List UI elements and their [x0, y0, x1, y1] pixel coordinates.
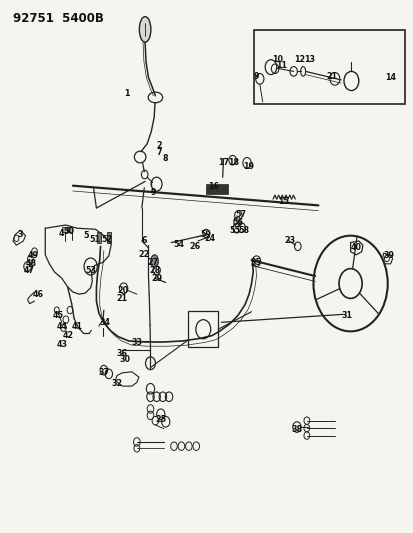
- Text: 19: 19: [242, 162, 253, 171]
- Text: 53: 53: [85, 266, 96, 275]
- Text: 1: 1: [123, 89, 129, 98]
- Text: 7: 7: [157, 148, 162, 157]
- Text: 15: 15: [277, 197, 288, 206]
- Text: 36: 36: [116, 349, 128, 358]
- Text: 37: 37: [98, 368, 109, 377]
- Text: 35: 35: [249, 258, 261, 266]
- Text: 18: 18: [228, 158, 239, 167]
- Ellipse shape: [139, 17, 150, 42]
- Bar: [107, 232, 111, 243]
- Text: 23: 23: [283, 237, 294, 246]
- Bar: [188, 311, 218, 348]
- Text: 40: 40: [350, 244, 361, 253]
- Text: 56: 56: [232, 219, 243, 228]
- Text: 52: 52: [101, 236, 112, 245]
- Text: 33: 33: [131, 338, 142, 347]
- Text: 28: 28: [150, 266, 161, 275]
- Text: 48: 48: [25, 259, 36, 268]
- Text: 9: 9: [253, 72, 259, 81]
- Text: 34: 34: [99, 318, 110, 327]
- Text: 3: 3: [18, 230, 23, 239]
- Text: 51: 51: [89, 236, 100, 245]
- Text: 21: 21: [325, 71, 336, 80]
- Ellipse shape: [148, 92, 162, 103]
- Text: 38: 38: [291, 425, 302, 434]
- Circle shape: [84, 258, 97, 275]
- Text: 16: 16: [208, 182, 219, 191]
- Ellipse shape: [152, 266, 160, 274]
- Circle shape: [384, 255, 389, 262]
- Text: 11: 11: [275, 61, 286, 70]
- Text: 30: 30: [119, 355, 131, 364]
- Text: 54: 54: [173, 240, 184, 249]
- Text: 55: 55: [229, 226, 240, 235]
- Text: 59: 59: [200, 230, 211, 239]
- Text: 8: 8: [163, 154, 168, 163]
- Text: 26: 26: [189, 243, 200, 252]
- Text: 47: 47: [23, 266, 34, 274]
- Text: 29: 29: [151, 274, 162, 283]
- Text: 22: 22: [138, 250, 150, 259]
- Ellipse shape: [134, 151, 145, 163]
- Text: 50: 50: [63, 228, 74, 237]
- Text: 31: 31: [341, 311, 352, 320]
- Circle shape: [151, 177, 161, 191]
- Text: 20: 20: [117, 286, 128, 295]
- Text: 42: 42: [62, 331, 74, 340]
- Bar: [62, 227, 66, 232]
- Text: 32: 32: [111, 379, 122, 388]
- Bar: [254, 30, 404, 104]
- Text: 49: 49: [27, 252, 38, 260]
- Text: 5: 5: [83, 231, 89, 240]
- Text: 12: 12: [294, 55, 305, 63]
- Text: 46: 46: [33, 289, 44, 298]
- Text: 25: 25: [155, 415, 166, 424]
- Text: 92751  5400B: 92751 5400B: [13, 12, 104, 26]
- Text: 58: 58: [238, 226, 249, 235]
- Text: 39: 39: [382, 252, 393, 260]
- Text: 6: 6: [141, 237, 147, 246]
- Text: 43: 43: [57, 340, 68, 349]
- Text: 24: 24: [204, 234, 215, 243]
- Text: 17: 17: [218, 158, 228, 167]
- Text: 27: 27: [147, 258, 159, 266]
- Text: 10: 10: [272, 55, 283, 63]
- Bar: [68, 227, 72, 232]
- Text: 21: 21: [116, 294, 128, 303]
- Text: 14: 14: [384, 73, 395, 82]
- Text: 4: 4: [59, 229, 64, 238]
- Text: 13: 13: [303, 55, 314, 63]
- Text: 2: 2: [157, 141, 162, 150]
- Bar: [206, 183, 227, 194]
- Text: 45: 45: [53, 311, 64, 320]
- Bar: [97, 232, 101, 243]
- Ellipse shape: [150, 255, 158, 268]
- Text: 41: 41: [71, 321, 82, 330]
- Text: 57: 57: [235, 211, 246, 220]
- Text: 9: 9: [150, 188, 156, 197]
- Text: 44: 44: [56, 321, 67, 330]
